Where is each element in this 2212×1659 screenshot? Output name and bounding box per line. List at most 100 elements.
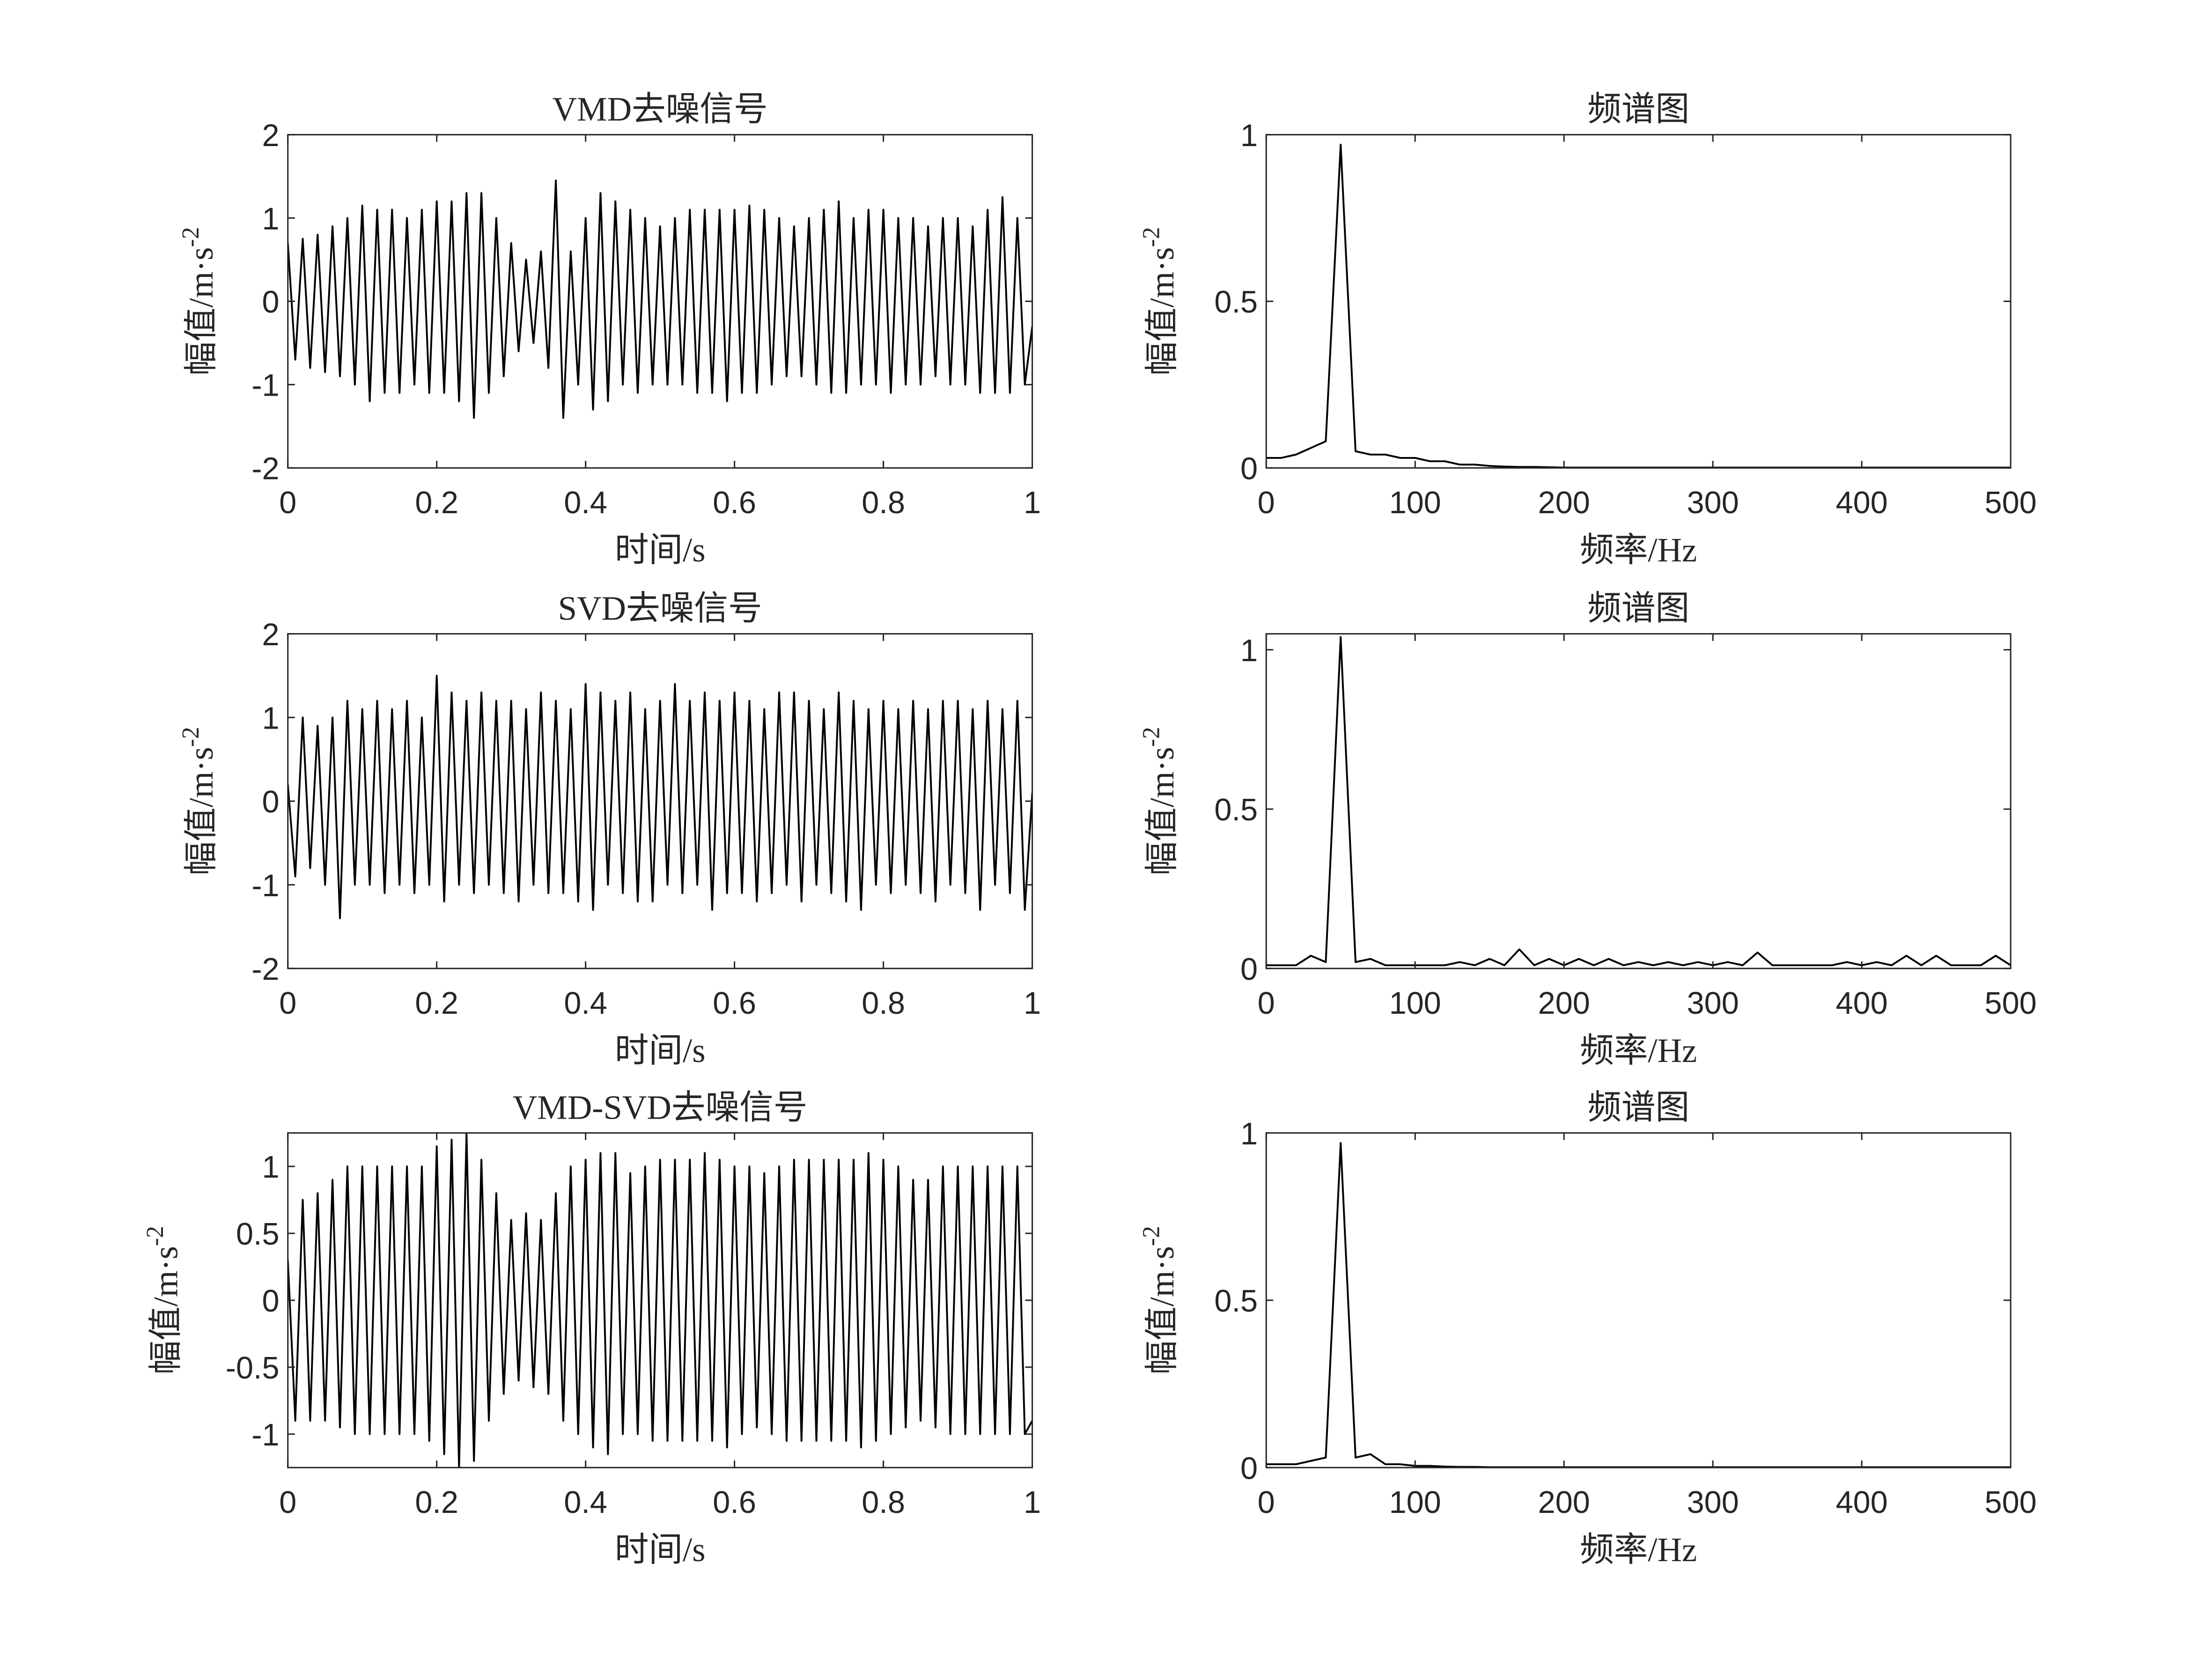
y-tick-label: 0: [262, 1284, 280, 1319]
x-axis-label: 时间/s: [615, 1531, 706, 1569]
x-axis-label: 频率/Hz: [1580, 1032, 1697, 1069]
plot-area: [1266, 636, 2011, 966]
x-tick-label: 0.4: [564, 1485, 607, 1520]
x-tick-label: 300: [1687, 986, 1739, 1021]
x-tick-label: 500: [1984, 486, 2036, 520]
plot-area: [288, 179, 1032, 419]
x-tick-label: 100: [1389, 1485, 1441, 1520]
x-axis-label: 时间/s: [615, 1032, 706, 1069]
x-tick-label: 0: [279, 986, 296, 1021]
x-tick-label: 0.8: [862, 1485, 905, 1520]
chart-title: 频谱图: [1587, 90, 1689, 128]
y-axis-label: 幅值/m·s-2: [177, 227, 220, 376]
y-tick-label: 1: [262, 701, 280, 736]
y-axis-label-text: 幅值/m·s: [182, 247, 220, 376]
x-tick-label: 0: [279, 486, 296, 520]
x-axis-label: 时间/s: [615, 531, 706, 569]
x-tick-label: 100: [1389, 986, 1441, 1021]
y-tick-label: -1: [251, 369, 279, 403]
y-tick-label: 0.5: [1214, 793, 1258, 827]
plot-area: [288, 674, 1032, 920]
axes-box: [1265, 633, 2012, 969]
y-tick-label: 0: [1240, 952, 1258, 987]
x-tick-label: 0.6: [713, 486, 756, 520]
signal-line: [1266, 636, 2011, 966]
x-tick-label: 0: [1258, 1485, 1275, 1520]
x-tick-label: 500: [1984, 986, 2036, 1021]
y-tick-label: 0.5: [1214, 1284, 1258, 1319]
chart-title: 频谱图: [1587, 589, 1689, 627]
chart-title: 频谱图: [1587, 1088, 1689, 1126]
y-tick-label: 0: [1240, 1451, 1258, 1486]
y-axis-label: 幅值/m·s-2: [1138, 1226, 1181, 1374]
y-axis-label-superscript: -2: [1138, 1226, 1165, 1246]
y-axis-label-superscript: -2: [177, 727, 204, 747]
chart-title: VMD去噪信号: [553, 90, 768, 128]
subplot: 0 0.2 0.4 0.6 0.8 1 -1 -0.5 0 0.5 1 VMD-SVD去噪信号时间/s…: [142, 1088, 1041, 1569]
y-axis-label-superscript: -2: [142, 1226, 169, 1246]
x-tick-label: 0.6: [713, 1485, 756, 1520]
x-tick-label: 0.2: [415, 1485, 458, 1520]
x-tick-label: 0.4: [564, 986, 607, 1021]
y-tick-label: 1: [262, 202, 280, 236]
y-tick-label: -2: [251, 452, 279, 487]
signal-line: [288, 179, 1032, 419]
x-tick-label: 200: [1538, 986, 1590, 1021]
x-tick-label: 200: [1538, 1485, 1590, 1520]
chart-title: VMD-SVD去噪信号: [513, 1088, 808, 1126]
y-axis-label: 幅值/m·s-2: [1138, 727, 1181, 875]
x-tick-label: 0.2: [415, 986, 458, 1021]
y-axis-label-superscript: -2: [1138, 727, 1165, 747]
x-axis-label: 频率/Hz: [1580, 1531, 1697, 1569]
y-axis-label-text: 幅值/m·s: [147, 1246, 185, 1374]
plot-area: [288, 1133, 1032, 1468]
y-axis-label-superscript: -2: [177, 227, 204, 247]
x-tick-label: 0.4: [564, 486, 607, 520]
x-tick-label: 300: [1687, 486, 1739, 520]
y-axis-label: 幅值/m·s-2: [177, 727, 220, 875]
x-tick-label: 1: [1024, 986, 1041, 1021]
x-tick-label: 400: [1836, 486, 1888, 520]
y-tick-label: -0.5: [226, 1351, 280, 1386]
x-tick-label: 0.2: [415, 486, 458, 520]
x-tick-label: 0.8: [862, 986, 905, 1021]
y-axis-label-text: 幅值/m·s: [1143, 1246, 1181, 1374]
y-axis-label-superscript: -2: [1138, 227, 1165, 247]
y-tick-label: 1: [1240, 634, 1258, 668]
y-tick-label: 1: [1240, 1117, 1258, 1151]
y-axis-label-text: 幅值/m·s: [1143, 747, 1181, 875]
y-tick-label: -1: [251, 1418, 279, 1453]
x-tick-label: 300: [1687, 1485, 1739, 1520]
signal-line: [288, 1133, 1032, 1468]
x-tick-label: 400: [1836, 1485, 1888, 1520]
y-axis-label-text: 幅值/m·s: [182, 747, 220, 875]
x-tick-label: 500: [1984, 1485, 2036, 1520]
x-tick-label: 0.6: [713, 986, 756, 1021]
x-tick-label: 0: [1258, 986, 1275, 1021]
x-tick-label: 1: [1024, 1485, 1041, 1520]
y-axis-label: 幅值/m·s-2: [142, 1226, 184, 1374]
y-tick-label: 0: [1240, 452, 1258, 487]
y-tick-label: 1: [262, 1150, 280, 1185]
x-tick-label: 400: [1836, 986, 1888, 1021]
signal-line: [288, 674, 1032, 920]
x-tick-label: 1: [1024, 486, 1041, 520]
x-tick-label: 0: [1258, 486, 1275, 520]
y-axis-label-text: 幅值/m·s: [1143, 247, 1181, 376]
y-axis-label: 幅值/m·s-2: [1138, 227, 1181, 376]
y-tick-label: 1: [1240, 118, 1258, 153]
y-tick-label: 0: [262, 285, 280, 320]
y-tick-label: -1: [251, 869, 279, 903]
y-tick-label: -2: [251, 952, 279, 987]
chart-title: SVD去噪信号: [558, 589, 762, 627]
y-tick-label: 0.5: [1214, 285, 1258, 320]
x-axis-label: 频率/Hz: [1580, 531, 1697, 569]
x-tick-label: 200: [1538, 486, 1590, 520]
x-tick-label: 0.8: [862, 486, 905, 520]
